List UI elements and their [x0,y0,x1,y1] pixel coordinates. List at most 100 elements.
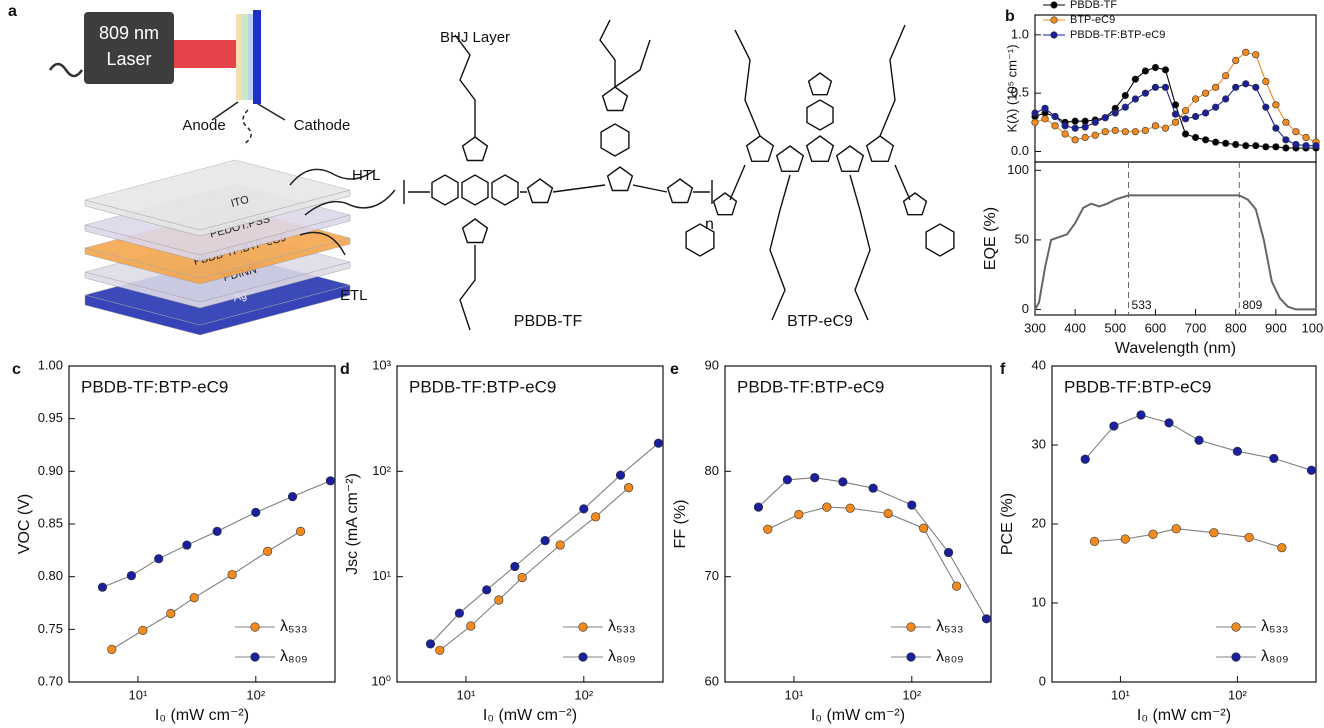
data-point [1252,142,1260,150]
legend-marker [250,652,260,662]
data-point [425,639,436,649]
structure-ring [745,135,775,162]
data-point [1282,136,1290,144]
data-point [1272,143,1280,151]
data-point [1031,118,1039,126]
data-point [822,502,832,512]
data-point [615,470,626,480]
structure-ring [712,192,738,216]
laser-label: 809 nm [99,23,159,43]
data-point [1222,139,1230,147]
structure-ring [666,178,694,204]
reference-label: 533 [1132,298,1152,312]
data-point [952,581,962,591]
data-point [1262,77,1270,86]
y-axis-label: PCE (%) [999,493,1016,555]
data-point [1181,107,1190,115]
wave-icon [48,62,84,78]
data-point [591,512,601,522]
etl-label: ETL [340,287,368,304]
data-point [883,508,893,519]
x-tick-label: 300 [1024,320,1046,335]
data-point [763,524,773,534]
legend-marker [1231,622,1241,632]
data-point [97,582,108,592]
data-point [1061,130,1069,138]
structure-ring [601,86,629,112]
data-point [1292,128,1300,136]
data-point [126,571,137,581]
y-axis-label: K(λ) (10⁵ cm⁻¹) [1004,44,1019,132]
data-point [1080,454,1090,464]
x-tick-label: 10² [902,687,921,702]
data-point [943,547,954,558]
y-tick-label: 10² [372,463,391,478]
data-point [1061,122,1069,130]
plot-frame [1034,161,1317,316]
y-axis-label: VOC (V) [16,494,33,554]
data-point [1181,115,1190,123]
data-point [653,438,664,448]
data-point [624,483,634,493]
data-point [1242,48,1250,56]
structure-ring [835,145,865,172]
structure-ring [902,192,928,216]
panel-letter: a [8,3,17,20]
data-point [263,546,273,556]
data-point [325,476,336,486]
data-point [1244,532,1254,543]
y-tick-label: 10⁰ [371,673,391,688]
data-point [154,554,164,564]
data-point [868,483,878,493]
data-point [1212,138,1220,146]
data-point [1209,528,1219,538]
data-point [494,595,504,605]
y-tick-label: 0.85 [38,515,63,530]
data-point [251,507,261,518]
data-point [1191,95,1200,103]
series-line [102,480,331,588]
data-point [1111,109,1119,117]
data-point [1101,114,1109,122]
data-point [810,473,820,483]
data-point [1277,543,1287,553]
structure-chain [403,19,713,331]
y-tick-label: 0 [1039,673,1046,688]
anode-strip [236,14,242,100]
data-point [1232,446,1242,456]
legend-label: λ₈₀₉ [608,648,636,665]
layer [84,159,351,231]
data-point [919,523,929,533]
y-tick-label: 0.0 [1011,143,1029,158]
data-point [1131,75,1139,83]
x-tick-label: 10¹ [1111,687,1130,702]
data-point [287,492,298,502]
structure-ring [600,123,630,157]
data-point [1222,95,1230,103]
layer-strip [248,14,253,100]
data-point [1071,124,1079,132]
x-axis-label: I₀ (mW cm⁻²) [811,707,905,724]
data-point [1302,133,1310,142]
data-point [1242,142,1250,150]
x-tick-label: 10¹ [457,687,476,702]
x-axis-label: I₀ (mW cm⁻²) [1137,707,1231,724]
data-point [227,569,237,580]
data-point [1269,453,1279,464]
data-point [1292,140,1300,149]
htl-label: HTL [352,167,380,184]
data-point [1121,91,1129,100]
panel-letter: b [1005,8,1015,25]
annotation: PBDB-TF:BTP-eC9 [737,377,884,396]
data-point [555,540,565,550]
y-tick-label: 0.90 [38,463,63,478]
data-point [1272,101,1280,109]
y-tick-label: 50 [1015,231,1029,246]
data-point [1141,126,1149,135]
y-tick-label: 0.95 [38,410,63,425]
data-point [1242,80,1250,88]
data-point [1306,465,1317,475]
schematic: a 809 nm Laser Anode Cathode AgPDINNPBDB… [8,3,955,336]
data-point [1282,144,1290,152]
structure-ring [685,223,715,257]
